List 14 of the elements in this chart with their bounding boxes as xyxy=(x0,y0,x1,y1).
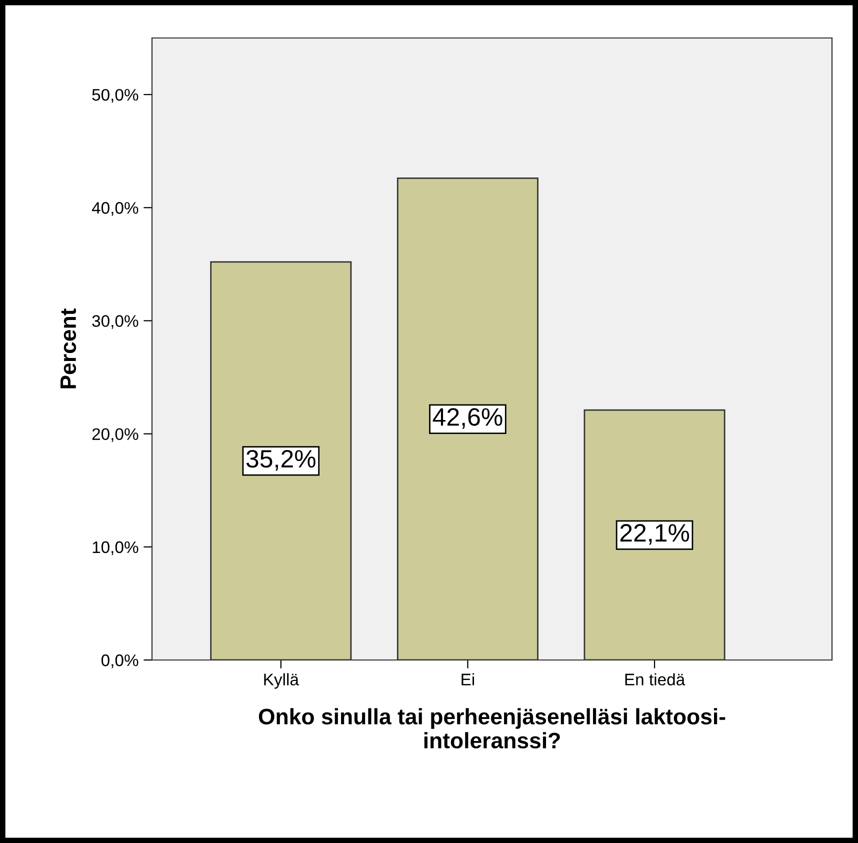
y-tick-label: 30,0% xyxy=(92,315,138,329)
x-tick-label: Kyllä xyxy=(264,673,299,689)
data-label: 35,2% xyxy=(246,450,316,471)
y-axis-title: Percent xyxy=(60,308,76,388)
x-tick-label: Ei xyxy=(462,673,474,686)
x-tick-label: En tiedä xyxy=(625,673,686,686)
y-tick-label: 20,0% xyxy=(92,428,138,442)
y-tick-label: 10,0% xyxy=(92,541,138,556)
y-tick-label: 0,0% xyxy=(101,654,138,668)
data-label: 42,6% xyxy=(432,408,502,429)
data-label: 22,1% xyxy=(620,524,690,545)
x-axis-title: Onko sinulla tai perheenjäsenelläsi laktoosi- intoleranssi? xyxy=(258,708,726,748)
y-tick-label: 50,0% xyxy=(92,88,138,103)
y-tick-label: 40,0% xyxy=(92,202,138,216)
